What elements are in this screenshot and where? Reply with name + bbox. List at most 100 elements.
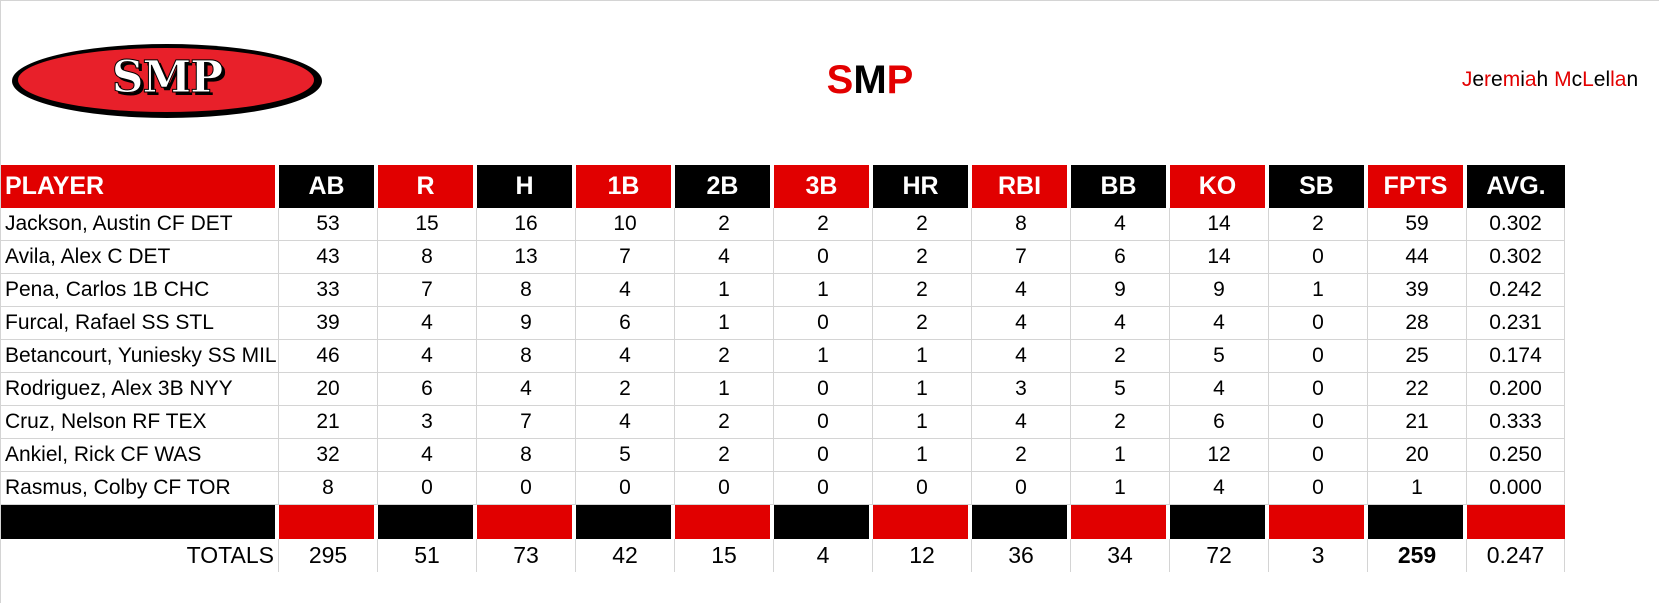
column-header-sb[interactable]: SB	[1269, 165, 1368, 208]
column-header-bb[interactable]: BB	[1071, 165, 1170, 208]
column-header-1b[interactable]: 1B	[576, 165, 675, 208]
stat-cell-rbi[interactable]: 4	[972, 274, 1071, 307]
stat-cell-h[interactable]: 8	[477, 340, 576, 373]
stat-cell-r[interactable]: 3	[378, 406, 477, 439]
stat-cell-fpts[interactable]: 1	[1368, 472, 1467, 505]
stat-cell-r[interactable]: 4	[378, 307, 477, 340]
column-header-ko[interactable]: KO	[1170, 165, 1269, 208]
stat-cell-h[interactable]: 8	[477, 274, 576, 307]
stat-cell-hr[interactable]: 2	[873, 208, 972, 241]
stat-cell-sb[interactable]: 0	[1269, 307, 1368, 340]
stat-cell-2b[interactable]: 2	[675, 340, 774, 373]
player-cell[interactable]: Betancourt, Yuniesky SS MIL	[1, 340, 279, 373]
stat-cell-3b[interactable]: 0	[774, 373, 873, 406]
stat-cell-h[interactable]: 4	[477, 373, 576, 406]
player-cell[interactable]: Rodriguez, Alex 3B NYY	[1, 373, 279, 406]
stat-cell-ab[interactable]: 32	[279, 439, 378, 472]
stat-cell-ko[interactable]: 4	[1170, 373, 1269, 406]
stat-cell-1b[interactable]: 5	[576, 439, 675, 472]
stat-cell-2b[interactable]: 2	[675, 406, 774, 439]
column-header-player[interactable]: PLAYER	[1, 165, 279, 208]
stat-cell-1b[interactable]: 10	[576, 208, 675, 241]
stat-cell-1b[interactable]: 0	[576, 472, 675, 505]
player-cell[interactable]: Furcal, Rafael SS STL	[1, 307, 279, 340]
stat-cell-bb[interactable]: 1	[1071, 439, 1170, 472]
stat-cell-1b[interactable]: 6	[576, 307, 675, 340]
stat-cell-hr[interactable]: 0	[873, 472, 972, 505]
column-header-r[interactable]: R	[378, 165, 477, 208]
column-header-avg[interactable]: AVG.	[1467, 165, 1565, 208]
stat-cell-ab[interactable]: 21	[279, 406, 378, 439]
stat-cell-hr[interactable]: 2	[873, 241, 972, 274]
stat-cell-bb[interactable]: 2	[1071, 340, 1170, 373]
stat-cell-ab[interactable]: 33	[279, 274, 378, 307]
stat-cell-fpts[interactable]: 22	[1368, 373, 1467, 406]
stat-cell-2b[interactable]: 1	[675, 274, 774, 307]
player-cell[interactable]: Jackson, Austin CF DET	[1, 208, 279, 241]
stat-cell-r[interactable]: 7	[378, 274, 477, 307]
stat-cell-1b[interactable]: 4	[576, 340, 675, 373]
stat-cell-ko[interactable]: 12	[1170, 439, 1269, 472]
stat-cell-1b[interactable]: 4	[576, 274, 675, 307]
stat-cell-fpts[interactable]: 20	[1368, 439, 1467, 472]
stat-cell-h[interactable]: 13	[477, 241, 576, 274]
stat-cell-fpts[interactable]: 28	[1368, 307, 1467, 340]
stat-cell-ab[interactable]: 43	[279, 241, 378, 274]
stat-cell-bb[interactable]: 5	[1071, 373, 1170, 406]
total-cell-ko[interactable]: 72	[1170, 539, 1269, 572]
stat-cell-1b[interactable]: 4	[576, 406, 675, 439]
stat-cell-ko[interactable]: 5	[1170, 340, 1269, 373]
stat-cell-sb[interactable]: 1	[1269, 274, 1368, 307]
column-header-ab[interactable]: AB	[279, 165, 378, 208]
stat-cell-fpts[interactable]: 39	[1368, 274, 1467, 307]
stat-cell-h[interactable]: 8	[477, 439, 576, 472]
stat-cell-r[interactable]: 6	[378, 373, 477, 406]
stat-cell-fpts[interactable]: 25	[1368, 340, 1467, 373]
total-cell-h[interactable]: 73	[477, 539, 576, 572]
stat-cell-avg[interactable]: 0.250	[1467, 439, 1565, 472]
stat-cell-rbi[interactable]: 3	[972, 373, 1071, 406]
stat-cell-3b[interactable]: 0	[774, 406, 873, 439]
column-header-rbi[interactable]: RBI	[972, 165, 1071, 208]
stat-cell-r[interactable]: 4	[378, 340, 477, 373]
stat-cell-avg[interactable]: 0.231	[1467, 307, 1565, 340]
stat-cell-hr[interactable]: 1	[873, 406, 972, 439]
stat-cell-3b[interactable]: 0	[774, 241, 873, 274]
stat-cell-avg[interactable]: 0.302	[1467, 241, 1565, 274]
stat-cell-bb[interactable]: 9	[1071, 274, 1170, 307]
total-cell-rbi[interactable]: 36	[972, 539, 1071, 572]
stat-cell-1b[interactable]: 7	[576, 241, 675, 274]
stat-cell-avg[interactable]: 0.000	[1467, 472, 1565, 505]
stat-cell-2b[interactable]: 1	[675, 373, 774, 406]
stat-cell-1b[interactable]: 2	[576, 373, 675, 406]
stat-cell-bb[interactable]: 2	[1071, 406, 1170, 439]
total-cell-1b[interactable]: 42	[576, 539, 675, 572]
stat-cell-3b[interactable]: 0	[774, 307, 873, 340]
stat-cell-r[interactable]: 0	[378, 472, 477, 505]
stat-cell-hr[interactable]: 1	[873, 373, 972, 406]
stat-cell-ko[interactable]: 9	[1170, 274, 1269, 307]
stat-cell-ab[interactable]: 46	[279, 340, 378, 373]
player-cell[interactable]: Cruz, Nelson RF TEX	[1, 406, 279, 439]
stat-cell-2b[interactable]: 2	[675, 208, 774, 241]
total-cell-fpts[interactable]: 259	[1368, 539, 1467, 572]
stat-cell-r[interactable]: 15	[378, 208, 477, 241]
stat-cell-h[interactable]: 9	[477, 307, 576, 340]
stat-cell-3b[interactable]: 1	[774, 274, 873, 307]
stat-cell-hr[interactable]: 2	[873, 274, 972, 307]
player-cell[interactable]: Ankiel, Rick CF WAS	[1, 439, 279, 472]
stat-cell-rbi[interactable]: 4	[972, 340, 1071, 373]
column-header-fpts[interactable]: FPTS	[1368, 165, 1467, 208]
total-cell-bb[interactable]: 34	[1071, 539, 1170, 572]
stat-cell-sb[interactable]: 0	[1269, 373, 1368, 406]
player-cell[interactable]: Avila, Alex C DET	[1, 241, 279, 274]
stat-cell-2b[interactable]: 1	[675, 307, 774, 340]
stat-cell-r[interactable]: 8	[378, 241, 477, 274]
stat-cell-2b[interactable]: 4	[675, 241, 774, 274]
stat-cell-avg[interactable]: 0.333	[1467, 406, 1565, 439]
stat-cell-rbi[interactable]: 0	[972, 472, 1071, 505]
stat-cell-bb[interactable]: 4	[1071, 307, 1170, 340]
stat-cell-3b[interactable]: 1	[774, 340, 873, 373]
column-header-h[interactable]: H	[477, 165, 576, 208]
stat-cell-h[interactable]: 7	[477, 406, 576, 439]
